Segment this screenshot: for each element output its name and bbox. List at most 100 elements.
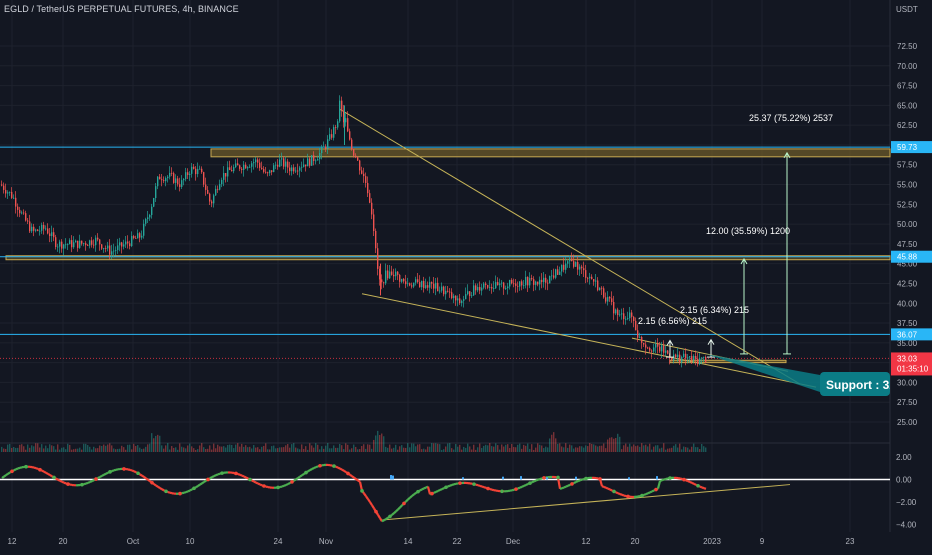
osc-segment [434,492,436,493]
candle-body [229,167,230,170]
candle-body [701,357,702,358]
candle-body [689,356,690,357]
candle-body [173,173,174,183]
candle-body [495,282,496,288]
candle-body [577,262,578,270]
candle-body [53,232,54,237]
volume-bar [3,449,4,452]
osc-segment [522,486,524,487]
candle-body [421,281,422,287]
candle-body [463,299,464,301]
candle-body [511,280,512,283]
candle-body [479,287,480,291]
osc-segment [602,486,604,487]
candle-body [271,170,272,172]
volume-bar [141,449,142,452]
candle-body [413,283,414,287]
price-tick-18: 27.50 [897,398,918,407]
candle-body [193,167,194,169]
osc-segment [102,475,104,476]
osc-segment [582,479,584,480]
volume-bar [489,443,490,452]
osc-dot [276,486,280,490]
osc-dot [262,484,266,488]
candle-body [283,158,284,166]
volume-bar [345,443,346,452]
candle-body [223,173,224,180]
candle-body [301,167,302,168]
candle-body [537,282,538,285]
candle-body [169,173,170,177]
volume-bar [113,449,114,452]
volume-bar [337,448,338,452]
candle-body [545,278,546,283]
candle-body [189,174,190,175]
candle-body [91,240,92,244]
osc-dot [206,478,210,482]
candle-body [567,261,568,263]
osc-segment [338,468,340,469]
volume-bar [391,449,392,452]
osc-segment [214,475,216,476]
candle-body [513,283,514,284]
volume-bar [263,446,264,452]
volume-bar [487,445,488,452]
volume-bar [651,450,652,452]
candle-body [361,170,362,173]
volume-bar [15,448,16,452]
candle-body [499,284,500,286]
candle-body [671,358,672,360]
candle-body [525,277,526,285]
volume-bar [219,446,220,452]
candle-body [265,172,266,173]
candle-body [389,272,390,279]
candle-body [367,183,368,193]
candle-body [597,280,598,290]
volume-bar [187,445,188,452]
candle-body [627,318,628,319]
candle-body [317,159,318,160]
candle-body [589,277,590,278]
osc-segment [512,490,514,491]
candle-body [213,195,214,203]
candle-body [677,355,678,357]
osc-dot [388,515,392,519]
candle-body [275,165,276,166]
candle-body [183,179,184,180]
osc-segment [412,494,414,496]
candle-body [79,241,80,248]
osc-segment [340,469,342,470]
osc-segment [336,467,338,468]
candle-body [423,281,424,288]
volume-bar [641,443,642,452]
candle-body [705,357,706,363]
candle-body [233,167,234,171]
volume-bar [415,446,416,452]
candle-body [267,172,268,173]
volume-bar [25,450,26,452]
candle-body [207,190,208,194]
candle-body [663,345,664,353]
volume-bar [135,446,136,452]
osc-dot [374,510,378,514]
volume-bar [659,449,660,452]
osc-segment [312,468,314,469]
volume-bar [43,448,44,452]
volume-bar [223,446,224,452]
candle-body [655,344,656,347]
osc-tick-1: 0.00 [896,476,912,485]
volume-bar [677,448,678,452]
osc-segment [244,476,246,477]
osc-segment [2,477,4,478]
candle-body [697,359,698,364]
candle-body [61,242,62,249]
current-price-countdown: 01:35:10 [897,364,929,373]
price-tick-6: 57.50 [897,161,918,170]
osc-segment [408,498,410,500]
candle-body [185,172,186,179]
volume-bar [95,448,96,452]
candle-body [5,190,6,194]
candle-body [451,292,452,298]
candle-body [109,246,110,255]
